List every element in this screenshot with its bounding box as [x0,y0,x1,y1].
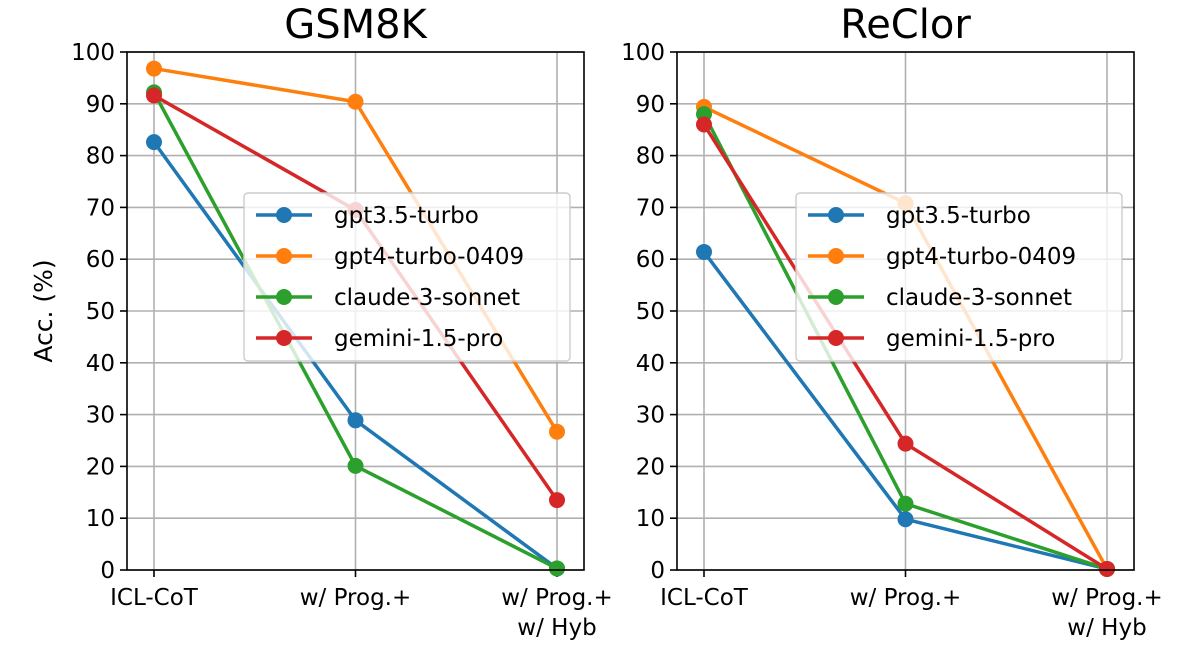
y-axis-label: Acc. (%) [29,259,58,362]
data-point-gemini-1-5-pro [146,87,162,104]
y-tick-label: 70 [636,195,665,221]
chart-panel-gsm8k: GSM8K 0 10 20 30 40 50 60 70 80 90 100 ICL-CoT w/ Pro… [71,2,613,641]
chart-panel-reclor: ReClor 0 10 20 30 40 50 60 70 80 90 100 ICL-CoT w/ Pr… [621,2,1163,641]
data-point-gpt4-turbo-0409 [146,60,162,77]
legend-swatch-marker [276,248,292,264]
plot-frame [676,51,1135,571]
y-tick-label: 100 [621,40,665,66]
data-point-gpt3-5-turbo [146,134,162,151]
legend-swatch-marker [276,330,292,346]
x-tick-label: ICL-CoT [660,585,749,611]
y-tick-label: 60 [636,247,665,273]
y-tick-label: 10 [636,506,665,532]
legend-swatch-marker [828,248,844,264]
legend-label-gpt4-turbo-0409: gpt4-turbo-0409 [886,244,1076,270]
data-point-gpt4-turbo-0409 [347,93,364,110]
x-tick-label: w/ Prog.+ [300,585,412,611]
y-tick-label: 50 [636,299,665,325]
data-point-gpt3-5-turbo [897,511,914,528]
x-tick-label: w/ Prog.+ [850,585,962,611]
chart-title: ReClor [840,2,971,48]
legend-box [795,192,1123,362]
x-tick-label: w/ Prog.+ w/ Hyb [1051,585,1163,641]
legend-label-gpt4-turbo-0409: gpt4-turbo-0409 [334,244,524,270]
data-point-gemini-1-5-pro [549,492,565,509]
legend-box [243,192,571,362]
y-tick-label: 30 [636,403,665,429]
data-point-gemini-1-5-pro [1099,560,1115,577]
y-tick-label: 90 [86,92,115,118]
y-tick-label: 20 [636,454,665,480]
y-tick-label: 0 [650,558,665,584]
y-tick-label: 90 [636,92,665,118]
chart-title: GSM8K [284,2,428,48]
legend-swatch-marker [828,207,844,223]
legend-label-gpt3-5-turbo: gpt3.5-turbo [334,203,479,229]
legend-label-gemini-1-5-pro: gemini-1.5-pro [886,326,1055,352]
legend-swatch-marker [828,289,844,305]
legend-label-claude-3-sonnet: claude-3-sonnet [886,285,1072,311]
y-tick-label: 0 [100,558,115,584]
legend: gpt3.5-turbo gpt4-turbo-0409 claude-3-sonn… [795,192,1123,362]
data-point-gpt3-5-turbo [347,412,364,429]
data-point-claude-3-sonnet [897,495,914,512]
plot-frame [126,51,585,571]
y-tick-label: 10 [86,506,115,532]
y-tick-label: 60 [86,247,115,273]
legend-label-gpt3-5-turbo: gpt3.5-turbo [886,203,1031,229]
y-tick-label: 50 [86,299,115,325]
y-tick-label: 80 [636,144,665,170]
data-point-gemini-1-5-pro [696,116,712,133]
data-point-gpt4-turbo-0409 [549,423,565,440]
data-point-gemini-1-5-pro [897,435,914,452]
x-tick-label: ICL-CoT [110,585,199,611]
y-tick-label: 40 [86,351,115,377]
legend: gpt3.5-turbo gpt4-turbo-0409 claude-3-sonn… [243,192,571,362]
legend-swatch-marker [276,289,292,305]
y-tick-label: 20 [86,454,115,480]
data-point-claude-3-sonnet [347,457,364,474]
y-tick-label: 40 [636,351,665,377]
data-point-gpt3-5-turbo [696,243,712,260]
y-tick-label: 70 [86,195,115,221]
legend-label-gemini-1-5-pro: gemini-1.5-pro [334,326,503,352]
y-tick-label: 100 [71,40,115,66]
y-tick-label: 80 [86,144,115,170]
legend-label-claude-3-sonnet: claude-3-sonnet [334,285,520,311]
legend-swatch-marker [828,330,844,346]
y-tick-label: 30 [86,403,115,429]
legend-swatch-marker [276,207,292,223]
data-point-claude-3-sonnet [549,560,565,577]
x-tick-label: w/ Prog.+ w/ Hyb [501,585,613,641]
